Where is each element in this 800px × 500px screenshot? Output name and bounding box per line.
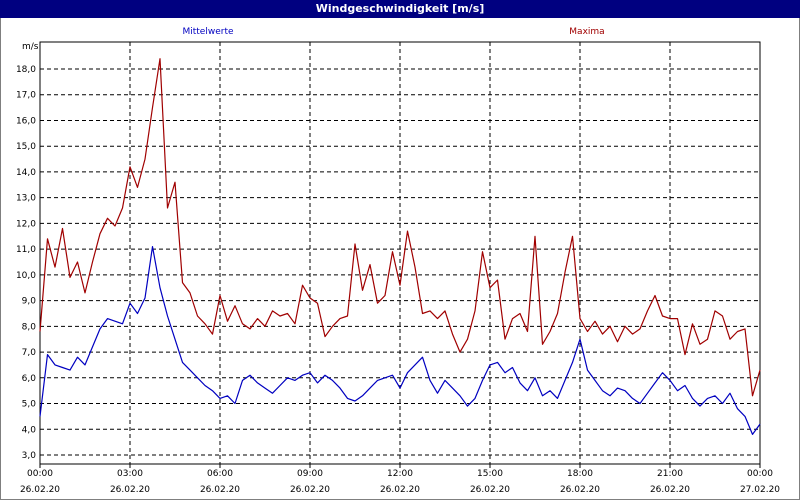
legend-maxima: Maxima	[569, 27, 604, 37]
legend-mittelwerte: Mittelwerte	[182, 27, 233, 37]
y-tick-label: 14,0	[16, 168, 36, 178]
x-tick-time: 03:00	[117, 469, 143, 479]
series-line-maxima	[39, 58, 761, 397]
x-tick-time: 18:00	[567, 469, 593, 479]
series-line-mittelwerte	[39, 246, 761, 435]
series-lines	[39, 58, 761, 435]
y-tick-label: 11,0	[16, 245, 36, 255]
x-tick-date: 26.02.20	[290, 485, 330, 495]
y-axis-label: m/s	[22, 42, 39, 52]
window-title: Windgeschwindigkeit [m/s]	[0, 0, 800, 18]
x-tick-time: 21:00	[657, 469, 683, 479]
x-tick-time: 06:00	[207, 469, 233, 479]
y-tick-label: 4,0	[22, 425, 37, 435]
x-tick-time: 15:00	[477, 469, 503, 479]
y-tick-label: 16,0	[16, 116, 36, 126]
x-tick-date: 26.02.20	[110, 485, 150, 495]
y-tick-label: 3,0	[22, 451, 37, 461]
x-tick-date: 26.02.20	[20, 485, 60, 495]
x-tick-date: 27.02.20	[740, 485, 780, 495]
y-tick-label: 15,0	[16, 142, 36, 152]
x-tick-date: 26.02.20	[560, 485, 600, 495]
x-tick-time: 12:00	[387, 469, 413, 479]
y-tick-label: 18,0	[16, 65, 36, 75]
y-tick-label: 8,0	[22, 322, 37, 332]
x-tick-time: 00:00	[747, 469, 773, 479]
y-tick-label: 12,0	[16, 219, 36, 229]
y-axis: 3,0 4,0 5,0 6,0 7,0 8,0 9,0 10,0 11,0 12,0 13,0 14,…	[16, 65, 36, 461]
y-tick-label: 9,0	[22, 297, 37, 307]
x-tick-date: 26.02.20	[200, 485, 240, 495]
x-tick-date: 26.02.20	[650, 485, 690, 495]
y-tick-label: 7,0	[22, 348, 37, 358]
x-tick-time: 09:00	[297, 469, 323, 479]
grid	[40, 42, 760, 464]
x-tick-date: 26.02.20	[380, 485, 420, 495]
x-axis: 00:00 26.02.20 03:00 26.02.20 06:00 26.02.20 0…	[20, 464, 780, 495]
y-tick-label: 5,0	[22, 400, 37, 410]
y-tick-label: 13,0	[16, 194, 36, 204]
y-tick-label: 17,0	[16, 91, 36, 101]
x-tick-time: 00:00	[27, 469, 53, 479]
x-tick-date: 26.02.20	[470, 485, 510, 495]
y-tick-label: 10,0	[16, 271, 36, 281]
y-tick-label: 6,0	[22, 374, 37, 384]
